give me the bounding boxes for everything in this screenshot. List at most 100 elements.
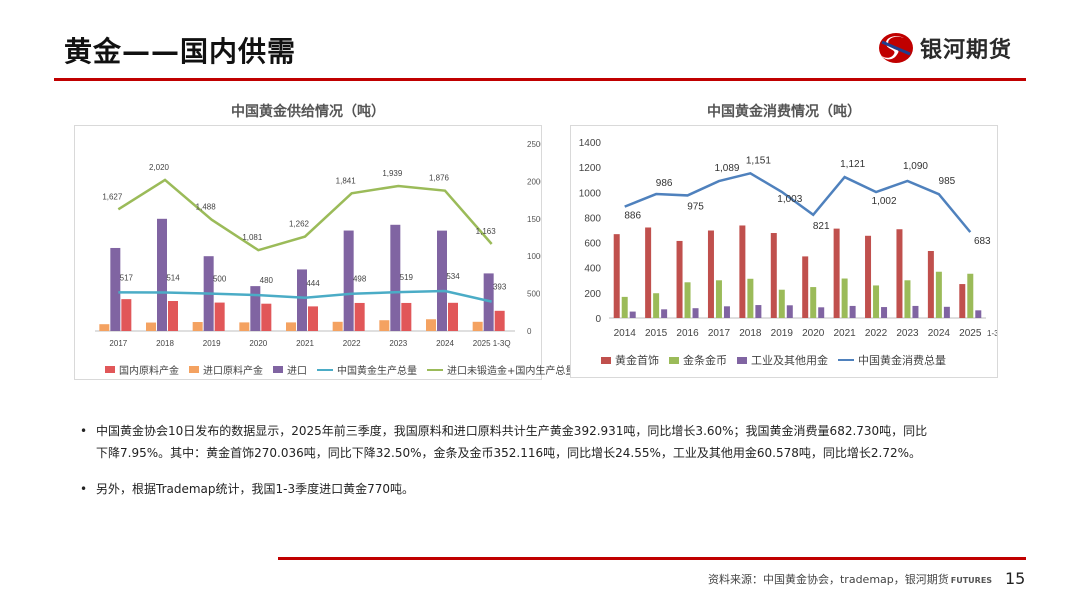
bar: [653, 293, 660, 318]
bar: [943, 306, 950, 318]
data-label: 1,841: [336, 176, 357, 185]
bar: [747, 278, 754, 318]
data-label: 1,627: [102, 192, 123, 201]
bullet-item: • 中国黄金协会10日发布的数据显示，2025年前三季度，我国原料和进口原料共计…: [80, 420, 1020, 464]
y-tick-label: 2000: [527, 177, 541, 186]
data-label: 444: [306, 279, 320, 288]
bar: [613, 234, 620, 318]
data-label: 1,121: [840, 159, 865, 170]
legend-item-bars-coins: 金条金币: [669, 352, 727, 368]
page-title: 黄金——国内供需: [64, 35, 297, 68]
bar: [959, 284, 966, 318]
supply-chart-canvas: 0 500 1000 1500 2000 2500 2017 2018 2019 2020 2021…: [95, 140, 541, 348]
footer-divider: [278, 557, 1026, 560]
x-tick-label: 2018: [739, 328, 762, 339]
bar: [739, 225, 746, 318]
commentary: • 中国黄金协会10日发布的数据显示，2025年前三季度，我国原料和进口原料共计…: [80, 420, 1020, 514]
data-label: 480: [260, 276, 274, 285]
bar: [629, 311, 636, 318]
y-tick-label: 200: [584, 289, 601, 300]
bar: [755, 305, 762, 318]
y-tick-label: 1000: [579, 188, 602, 199]
bar: [927, 250, 934, 318]
page-number: 15: [1005, 569, 1026, 588]
y-tick-label: 800: [584, 213, 601, 224]
data-label: 1,089: [714, 163, 739, 174]
data-label: 985: [939, 176, 956, 187]
legend-item-domestic-ore: 国内原料产金: [105, 362, 179, 377]
brand-name: 银河期货: [920, 38, 1013, 63]
legend-item-imported-ore: 进口原料产金: [189, 362, 263, 377]
legend-item-consumption-total: 中国黄金消费总量: [838, 352, 946, 368]
x-tick-label: 2016: [676, 328, 699, 339]
data-label: 2,020: [149, 163, 170, 172]
consumption-chart-title: 中国黄金消费情况（吨）: [707, 104, 861, 120]
y-tick-label: 500: [527, 290, 541, 299]
x-tick-label: 2017: [708, 328, 731, 339]
series-line: [117, 178, 493, 252]
bar: [214, 302, 225, 331]
x-tick-label: 2020: [249, 339, 267, 348]
bar: [239, 322, 250, 331]
bar: [121, 299, 132, 331]
supply-chart-legend: 国内原料产金 进口原料产金 进口 中国黄金生产总量 进口未锻造金+国内生产总量: [105, 362, 585, 377]
y-tick-label: 600: [584, 239, 601, 250]
bar: [967, 273, 974, 318]
data-label: 517: [120, 273, 134, 282]
legend-item-import-plus-production: 进口未锻造金+国内生产总量: [427, 362, 575, 377]
bullet-dot-icon: •: [80, 424, 88, 438]
bar: [354, 302, 365, 331]
x-tick-label: 2022: [343, 339, 361, 348]
brand-logo: 银河期货: [876, 28, 1036, 68]
data-label: 1,003: [777, 194, 802, 205]
consumption-chart-canvas: 0 200 400 600 800 1000 1200 1400 2014 2015 2016 201…: [579, 138, 997, 339]
bar: [99, 324, 110, 331]
y-tick-label: 1400: [579, 138, 602, 149]
data-label: 1,090: [903, 161, 928, 172]
consumption-chart: 0 200 400 600 800 1000 1200 1400 2014 2015 2016 201…: [570, 125, 998, 378]
bar: [935, 271, 942, 318]
bar: [873, 285, 880, 318]
data-label: 519: [400, 273, 414, 282]
y-tick-label: 2500: [527, 140, 541, 149]
bar: [770, 233, 777, 318]
bar: [494, 310, 505, 331]
y-tick-label: 1200: [579, 163, 602, 174]
bar: [168, 301, 178, 331]
x-tick-label: 2018: [156, 339, 174, 348]
series-line: [624, 171, 972, 233]
bar: [810, 287, 817, 318]
bullet-line: 另外，根据Trademap统计，我国1-3季度进口黄金770吨。: [96, 482, 415, 496]
bar: [707, 230, 714, 318]
bar: [975, 310, 982, 318]
bar: [833, 228, 840, 318]
x-tick-label: 2021: [834, 328, 857, 339]
bullet-dot-icon: •: [80, 482, 88, 496]
y-tick-label: 1000: [527, 252, 541, 261]
data-label: 500: [213, 275, 227, 284]
bar: [426, 319, 436, 331]
x-tick-label: 2025 1-3Q: [473, 339, 511, 348]
bullet-line: 中国黄金协会10日发布的数据显示，2025年前三季度，我国原料和进口原料共计生产…: [96, 424, 928, 438]
data-label: 1,876: [429, 174, 450, 183]
x-tick-label: 2019: [771, 328, 794, 339]
x-tick-label: 2014: [614, 328, 637, 339]
data-label: 393: [493, 283, 507, 292]
x-tick-label: 2015: [645, 328, 668, 339]
data-label: 1,163: [476, 227, 497, 236]
bar: [192, 322, 203, 331]
bar: [308, 306, 318, 331]
bar: [332, 321, 343, 331]
legend-item-jewelry: 黄金首饰: [601, 352, 659, 368]
bar: [401, 302, 412, 331]
bar: [645, 227, 652, 318]
data-label: 498: [353, 275, 367, 284]
bar: [723, 306, 730, 318]
data-label: 1,488: [196, 203, 217, 212]
bar: [437, 230, 447, 331]
bar: [692, 308, 699, 318]
consumption-chart-legend: 黄金首饰 金条金币 工业及其他用金 中国黄金消费总量: [601, 352, 956, 368]
bar: [849, 305, 856, 318]
data-label: 683: [974, 236, 991, 247]
series-line: [118, 289, 492, 303]
